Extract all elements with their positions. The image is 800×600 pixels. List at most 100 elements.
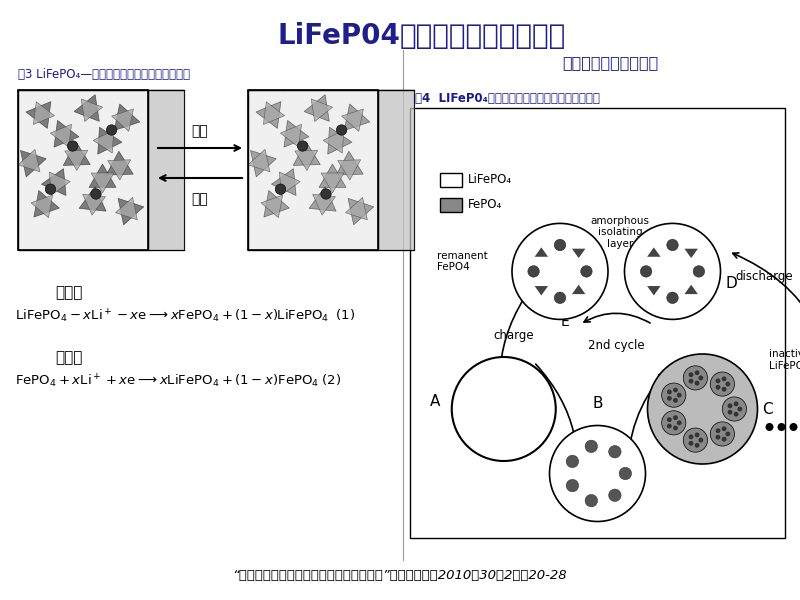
Polygon shape — [263, 102, 285, 125]
Circle shape — [667, 396, 672, 401]
Polygon shape — [534, 247, 548, 257]
Polygon shape — [323, 130, 344, 153]
Circle shape — [722, 376, 726, 382]
Circle shape — [683, 428, 707, 452]
Text: 充电：: 充电： — [55, 285, 82, 300]
Circle shape — [715, 379, 721, 383]
Text: LiFeP04: LiFeP04 — [277, 22, 400, 50]
Text: remanent
FePO4: remanent FePO4 — [437, 251, 487, 272]
Polygon shape — [42, 169, 66, 196]
Circle shape — [715, 435, 721, 440]
Circle shape — [667, 424, 672, 428]
Text: $\rm FePO_4 + \mathit{x}Li^+ + \mathit{x}e \longrightarrow \mathit{x}LiFePO_4 + : $\rm FePO_4 + \mathit{x}Li^+ + \mathit{x… — [15, 373, 342, 391]
Circle shape — [452, 357, 556, 461]
Text: 马赛克模型和辐射模型: 马赛克模型和辐射模型 — [562, 55, 658, 70]
Circle shape — [67, 141, 78, 151]
Circle shape — [321, 189, 331, 199]
Text: C: C — [762, 401, 773, 416]
Polygon shape — [311, 99, 333, 122]
Polygon shape — [82, 194, 106, 215]
Circle shape — [683, 366, 707, 390]
Text: LiFePO₄: LiFePO₄ — [468, 173, 512, 186]
Text: A: A — [430, 394, 440, 409]
Polygon shape — [685, 249, 698, 258]
Polygon shape — [321, 173, 344, 193]
Text: discharge: discharge — [735, 270, 793, 283]
Text: FePO₄: FePO₄ — [468, 198, 502, 211]
Circle shape — [722, 427, 726, 431]
Polygon shape — [50, 124, 71, 147]
Text: D: D — [726, 276, 738, 291]
Text: 图4  LIFeP0₄颗粒在脱嵌和嵌入过程的马镶克模型: 图4 LIFeP0₄颗粒在脱嵌和嵌入过程的马镶克模型 — [415, 92, 600, 105]
Bar — [440, 173, 462, 187]
Polygon shape — [280, 124, 302, 147]
Circle shape — [693, 266, 705, 277]
Polygon shape — [284, 121, 309, 147]
Circle shape — [581, 266, 592, 277]
Circle shape — [512, 223, 608, 319]
Circle shape — [689, 434, 694, 439]
Text: 2nd cycle: 2nd cycle — [588, 340, 645, 352]
Polygon shape — [115, 197, 138, 220]
Circle shape — [667, 417, 672, 422]
Polygon shape — [346, 197, 367, 220]
Circle shape — [673, 415, 678, 420]
Polygon shape — [248, 149, 270, 172]
Polygon shape — [74, 95, 99, 121]
Circle shape — [662, 411, 686, 435]
Circle shape — [106, 125, 117, 135]
Polygon shape — [54, 121, 79, 147]
Circle shape — [694, 380, 699, 385]
Circle shape — [790, 423, 798, 431]
Circle shape — [566, 455, 578, 467]
Polygon shape — [81, 99, 102, 122]
Text: E: E — [561, 316, 570, 329]
Polygon shape — [294, 142, 320, 166]
Polygon shape — [250, 151, 276, 177]
Circle shape — [609, 489, 621, 502]
Circle shape — [698, 437, 703, 443]
Circle shape — [694, 443, 699, 448]
Polygon shape — [647, 247, 661, 257]
Text: 图3 LiFePO₄—充、放电时晶体结构变化示意图: 图3 LiFePO₄—充、放电时晶体结构变化示意图 — [18, 68, 190, 81]
Polygon shape — [112, 109, 134, 131]
Polygon shape — [18, 149, 40, 172]
Polygon shape — [21, 151, 46, 177]
Polygon shape — [34, 102, 54, 125]
Circle shape — [640, 266, 652, 277]
Polygon shape — [572, 249, 586, 258]
Polygon shape — [572, 284, 586, 294]
Polygon shape — [295, 150, 318, 170]
Circle shape — [734, 412, 738, 416]
Polygon shape — [344, 104, 370, 130]
Circle shape — [46, 184, 56, 194]
Text: 放电: 放电 — [192, 192, 208, 206]
Circle shape — [275, 184, 286, 194]
Bar — [410, 108, 785, 538]
Polygon shape — [328, 127, 352, 154]
Circle shape — [673, 388, 678, 392]
Polygon shape — [338, 160, 361, 180]
Circle shape — [566, 479, 578, 492]
Bar — [440, 197, 462, 211]
Polygon shape — [309, 187, 336, 211]
Polygon shape — [118, 199, 144, 225]
Polygon shape — [89, 164, 116, 187]
Circle shape — [585, 494, 598, 507]
Circle shape — [554, 292, 566, 304]
Circle shape — [715, 385, 721, 389]
Polygon shape — [106, 151, 133, 175]
Circle shape — [550, 425, 646, 521]
Polygon shape — [248, 90, 378, 250]
Polygon shape — [271, 169, 296, 196]
Circle shape — [585, 440, 598, 452]
Circle shape — [710, 372, 734, 396]
Polygon shape — [93, 130, 114, 153]
Circle shape — [710, 422, 734, 446]
Polygon shape — [279, 172, 300, 195]
Circle shape — [625, 223, 721, 319]
Circle shape — [726, 382, 730, 386]
Polygon shape — [50, 172, 70, 195]
Polygon shape — [378, 90, 414, 250]
Circle shape — [766, 423, 774, 431]
